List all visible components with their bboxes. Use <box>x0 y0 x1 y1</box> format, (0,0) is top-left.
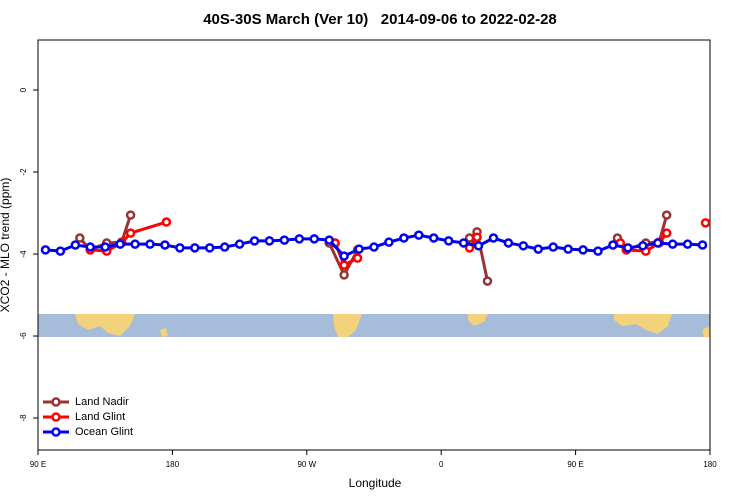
data-point <box>533 244 544 254</box>
data-point <box>503 238 514 248</box>
data-point <box>161 217 172 227</box>
x-axis-label: Longitude <box>349 476 402 490</box>
data-point <box>190 243 200 253</box>
data-point <box>667 239 678 249</box>
x-tick-label: 90 W <box>297 460 316 469</box>
plot-frame <box>37 39 711 451</box>
data-point <box>324 235 334 245</box>
data-point <box>482 276 493 286</box>
data-point <box>352 253 363 263</box>
y-tick-label: 0 <box>19 87 28 92</box>
y-tick-label: -6 <box>19 332 28 340</box>
data-point <box>563 244 573 254</box>
data-point <box>309 234 320 244</box>
data-point <box>399 233 409 243</box>
data-point <box>55 246 66 256</box>
data-point <box>458 238 469 248</box>
data-point <box>279 235 290 245</box>
data-point <box>369 242 379 252</box>
data-point <box>472 232 482 242</box>
data-point <box>682 239 693 249</box>
data-point <box>175 243 185 253</box>
x-tick-label: 90 E <box>567 460 583 469</box>
data-point <box>354 244 364 254</box>
data-point <box>204 243 215 253</box>
data-point <box>548 242 558 252</box>
data-point <box>339 260 349 270</box>
data-point <box>249 236 260 246</box>
data-point <box>518 241 529 251</box>
x-tick-label: 180 <box>166 460 180 469</box>
legend-marker <box>51 427 61 437</box>
data-point <box>652 238 663 248</box>
data-point <box>219 242 230 252</box>
y-tick-label: -8 <box>19 414 28 422</box>
data-point <box>70 240 81 250</box>
legend-marker <box>51 397 61 407</box>
map-strip <box>38 314 710 337</box>
data-point <box>125 210 136 220</box>
y-tick-label: -4 <box>19 250 28 258</box>
data-point <box>488 233 499 243</box>
data-point <box>697 240 708 250</box>
data-point <box>339 270 349 280</box>
data-point <box>473 241 484 251</box>
legend-label: Ocean Glint <box>75 426 133 438</box>
data-point <box>578 245 588 255</box>
data-point <box>160 240 170 250</box>
data-point <box>75 233 85 243</box>
data-point <box>100 242 110 252</box>
data-point <box>85 242 96 252</box>
data-point <box>443 236 454 246</box>
data-point <box>661 228 672 238</box>
data-point <box>40 245 51 255</box>
y-tick-label: -2 <box>19 168 28 176</box>
data-point <box>125 228 136 238</box>
data-point <box>638 241 648 251</box>
y-axis-label: XCO2 - MLO trend (ppm) <box>0 178 12 313</box>
data-point <box>700 218 711 228</box>
data-point <box>264 236 275 246</box>
data-point <box>661 210 672 220</box>
legend-label: Land Glint <box>75 411 125 423</box>
x-tick-label: 180 <box>703 460 717 469</box>
data-point <box>428 233 439 243</box>
data-point <box>414 230 424 240</box>
chart-title: 40S-30S March (Ver 10) 2014-09-06 to 202… <box>203 11 557 28</box>
data-point <box>234 239 245 249</box>
data-point <box>115 239 125 249</box>
legend-label: Land Nadir <box>75 396 129 408</box>
data-point <box>623 243 633 253</box>
data-point <box>339 251 349 261</box>
x-tick-label: 0 <box>439 460 444 469</box>
data-point <box>593 246 603 256</box>
data-point <box>608 240 618 250</box>
data-point <box>130 239 140 249</box>
data-point <box>384 237 394 247</box>
legend-marker <box>51 412 61 422</box>
data-point <box>145 239 155 249</box>
x-tick-label: 90 E <box>30 460 46 469</box>
data-point <box>294 234 305 244</box>
